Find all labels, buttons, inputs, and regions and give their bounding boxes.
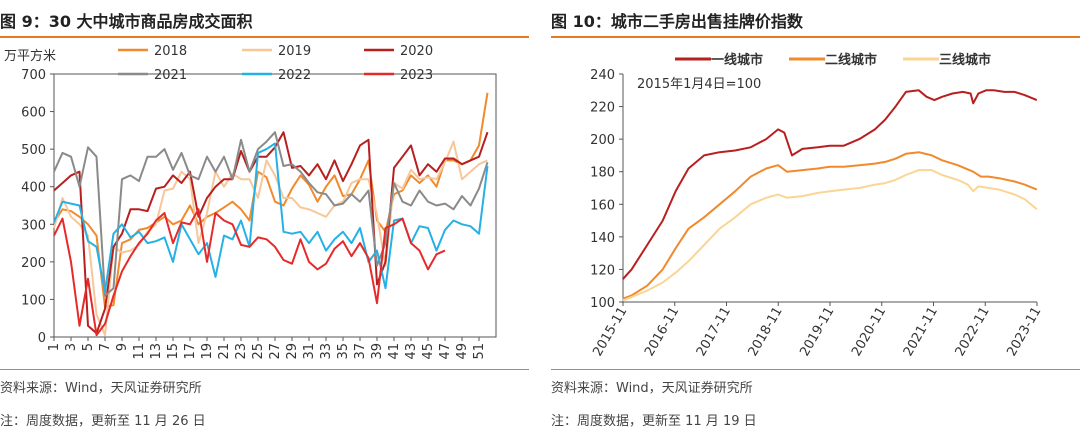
legend-label-2023: 2023 (400, 68, 433, 83)
right-chart-panel: 图 10：城市二手房出售挂牌价指数 100 120 140 160 180 200 220 2… (551, 0, 1080, 437)
x-tick-label: 21 (217, 343, 232, 360)
x-tick-label: 2022-11 (953, 305, 993, 360)
x-tick-label: 2018-11 (746, 305, 786, 360)
right-source-divider (551, 369, 1080, 370)
y-axis-label: 万平方米 (4, 48, 56, 64)
right-note-text: 注：周度数据，更新至 11 月 19 日 (551, 414, 757, 429)
left-source-text: 资料来源：Wind，天风证券研究所 (0, 381, 202, 396)
x-tick-label: 2020-11 (849, 305, 889, 360)
y-tick-label: 700 (21, 68, 46, 83)
legend-label-三线城市: 三线城市 (939, 52, 991, 68)
series-line-2019 (53, 140, 488, 337)
series-line-一线城市 (622, 89, 1038, 280)
left-chart-panel: 图 9：30 大中城市商品房成交面积 0 100 200 300 400 500 600 70… (0, 0, 529, 437)
x-tick-label: 2017-11 (694, 305, 734, 360)
series-line-2023 (53, 208, 446, 337)
x-tick-label: 11 (132, 343, 147, 360)
series-line-三线城市 (622, 169, 1038, 302)
left-note-text: 注：周度数据，更新至 11 月 26 日 (0, 414, 206, 429)
series-line-2021 (53, 131, 489, 297)
x-tick-label: 2019-11 (797, 305, 837, 360)
series-line-2020 (53, 131, 489, 335)
x-tick-label: 7 (98, 343, 113, 351)
x-tick-label: 33 (319, 343, 334, 360)
x-tick-label: 2023-11 (1004, 305, 1044, 360)
x-tick-label: 5 (81, 343, 96, 351)
x-tick-label: 49 (455, 343, 470, 360)
x-tick-label: 23 (234, 343, 249, 360)
chart-annotation: 2015年1月4日=100 (637, 77, 761, 92)
legend-label-二线城市: 二线城市 (825, 52, 877, 68)
y-tick-label: 100 (590, 296, 615, 311)
x-tick-label: 2016-11 (642, 305, 682, 360)
right-source-text: 资料来源：Wind，天风证券研究所 (551, 381, 753, 396)
right-line-chart: 100 120 140 160 180 200 220 240 2015-11 2016-11 20… (590, 52, 1044, 360)
left-title-divider (0, 36, 529, 38)
y-tick-label: 400 (21, 181, 46, 196)
x-tick-label: 51 (472, 343, 487, 360)
x-tick-label: 9 (115, 343, 130, 351)
y-tick-label: 180 (590, 166, 615, 181)
x-tick-label: 47 (438, 343, 453, 360)
y-tick-label: 220 (590, 101, 615, 116)
right-chart-title: 图 10：城市二手房出售挂牌价指数 (551, 12, 803, 31)
y-tick-label: 100 (21, 293, 46, 308)
x-tick-label: 2021-11 (901, 305, 941, 360)
legend-label-2018: 2018 (154, 44, 187, 59)
x-tick-label: 17 (183, 343, 198, 360)
legend-label-一线城市: 一线城市 (711, 52, 763, 68)
y-tick-label: 140 (590, 231, 615, 246)
legend-label-2021: 2021 (154, 68, 187, 83)
legend-label-2020: 2020 (400, 44, 433, 59)
right-title-divider (551, 36, 1080, 38)
x-tick-label: 3 (64, 343, 79, 351)
series-line-二线城市 (622, 151, 1038, 300)
x-tick-label: 39 (370, 343, 385, 360)
y-tick-label: 160 (590, 198, 615, 213)
y-tick-label: 200 (590, 133, 615, 148)
series-line-2022 (53, 142, 489, 293)
y-tick-label: 120 (590, 263, 615, 278)
y-tick-label: 300 (21, 218, 46, 233)
x-tick-label: 2015-11 (590, 305, 630, 360)
x-tick-label: 1 (47, 343, 62, 351)
y-tick-label: 600 (21, 106, 46, 121)
x-tick-label: 41 (387, 343, 402, 360)
y-tick-label: 0 (38, 331, 46, 346)
y-tick-label: 240 (590, 68, 615, 83)
left-source-divider (0, 369, 529, 370)
x-tick-label: 13 (149, 343, 164, 360)
y-tick-label: 500 (21, 143, 46, 158)
x-tick-label: 45 (421, 343, 436, 360)
x-tick-label: 43 (404, 343, 419, 360)
x-tick-label: 19 (200, 343, 215, 360)
x-tick-label: 37 (353, 343, 368, 360)
left-chart-title: 图 9：30 大中城市商品房成交面积 (0, 12, 253, 31)
x-tick-label: 31 (302, 343, 317, 360)
x-tick-label: 15 (166, 343, 181, 360)
series-line-2018 (53, 92, 489, 308)
legend-label-2022: 2022 (278, 68, 311, 83)
x-tick-label: 35 (336, 343, 351, 360)
y-tick-label: 200 (21, 256, 46, 271)
x-tick-label: 27 (268, 343, 283, 360)
legend-label-2019: 2019 (278, 44, 311, 59)
x-tick-label: 25 (251, 343, 266, 360)
x-tick-label: 29 (285, 343, 300, 360)
